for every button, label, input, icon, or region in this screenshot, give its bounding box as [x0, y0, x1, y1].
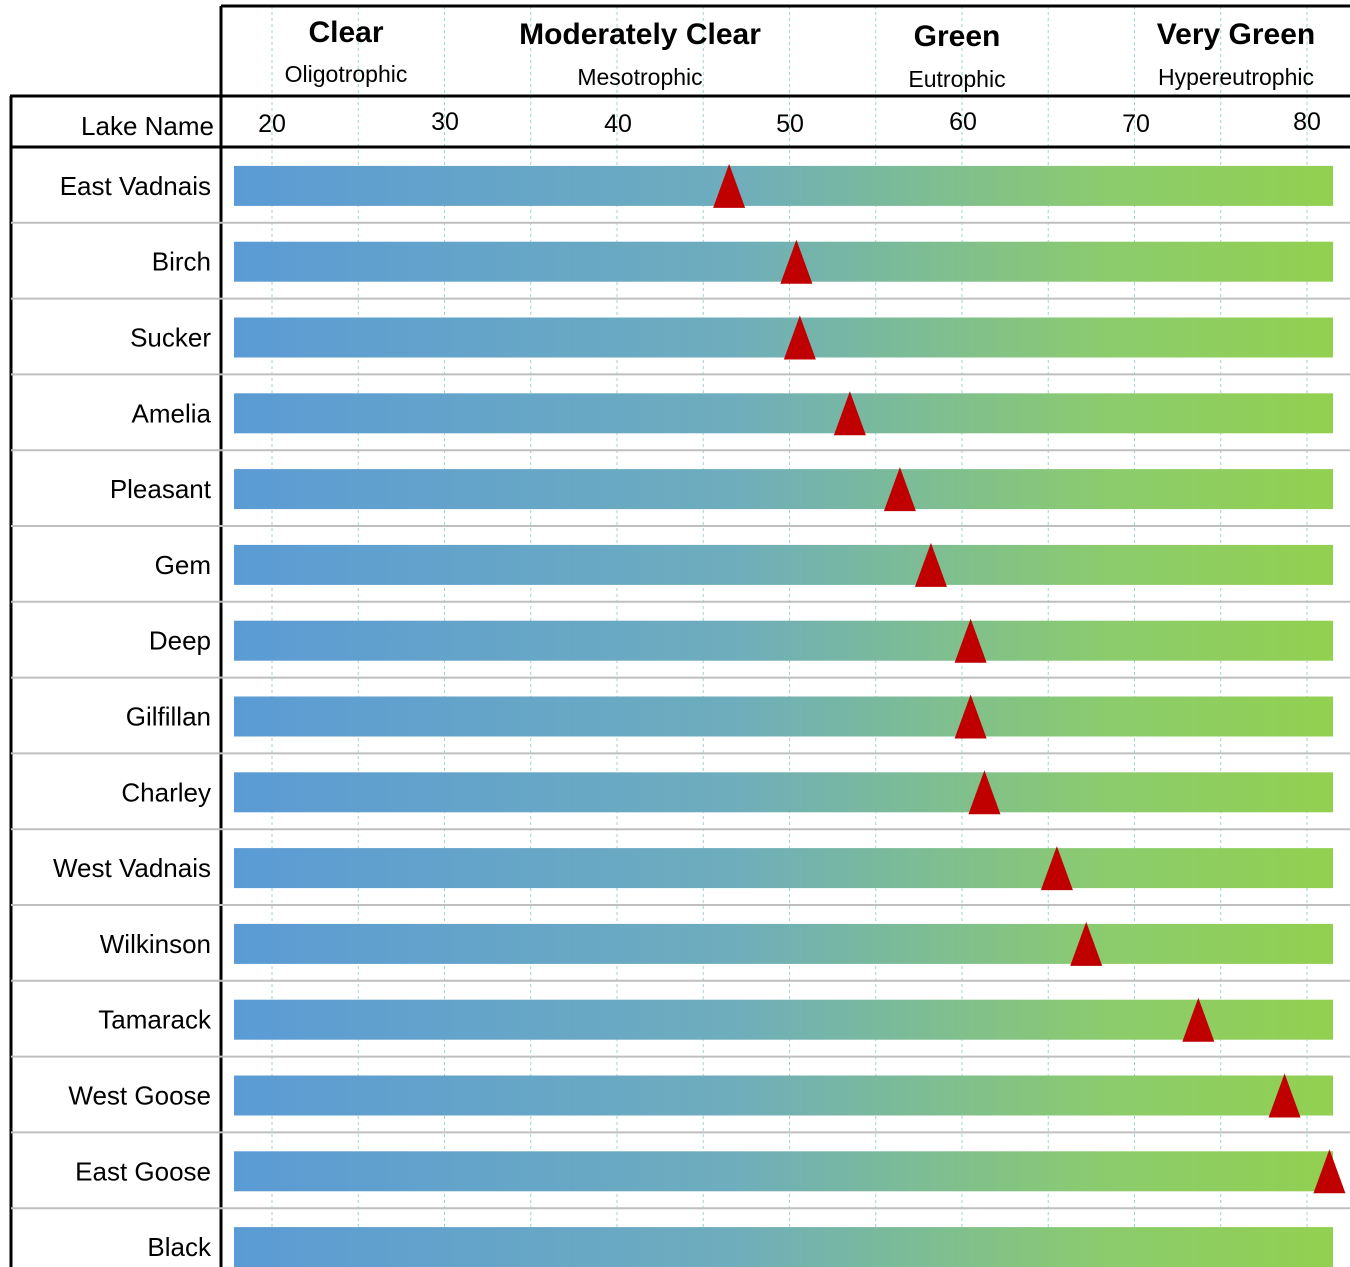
tick-70: 70 [1122, 110, 1150, 138]
lake-label: Amelia [132, 398, 212, 428]
tsi-marker [783, 315, 816, 360]
scale-bar [234, 165, 1333, 206]
category-clear: Clear [308, 16, 383, 49]
tick-80: 80 [1293, 108, 1321, 136]
lake-label: Charley [121, 777, 211, 807]
tsi-marker [780, 239, 813, 284]
category-green-sub: Eutrophic [908, 66, 1005, 92]
tick-60: 60 [949, 108, 977, 136]
lake-label: West Goose [68, 1081, 211, 1111]
tick-50: 50 [776, 110, 804, 138]
lake-label: Gilfillan [126, 702, 211, 732]
scale-bar [234, 999, 1333, 1040]
tsi-marker [954, 694, 987, 739]
scale-bar [234, 923, 1333, 964]
tick-40: 40 [604, 110, 632, 138]
scale-bar [234, 241, 1333, 282]
tsi-marker [1182, 997, 1215, 1042]
lake-label: Deep [149, 626, 211, 656]
scale-bar [234, 469, 1333, 510]
lake-name-header: Lake Name [81, 111, 214, 141]
category-moderately-clear: Moderately Clear [519, 18, 761, 51]
scale-bar [234, 317, 1333, 358]
scale-bar [234, 848, 1333, 889]
lake-label: Birch [152, 247, 211, 277]
lake-label: Black [147, 1232, 212, 1262]
lake-label: East Goose [75, 1156, 211, 1186]
lake-rows: East Vadnais Birch Sucker Amelia Pleasant Gem… [11, 163, 1350, 1267]
lake-label: Wilkinson [100, 929, 211, 959]
category-very-green: Very Green [1157, 18, 1315, 51]
tsi-marker [833, 391, 866, 436]
category-moderately-clear-sub: Mesotrophic [577, 64, 702, 90]
category-very-green-sub: Hypereutrophic [1158, 64, 1314, 90]
tsi-marker [713, 163, 746, 208]
tsi-marker [1040, 846, 1073, 891]
scale-bar [234, 772, 1333, 813]
scale-bar [234, 620, 1333, 661]
lake-label: Tamarack [98, 1005, 212, 1035]
category-clear-sub: Oligotrophic [285, 61, 408, 87]
lake-label: Sucker [130, 323, 211, 353]
tsi-marker [883, 467, 916, 512]
tsi-marker [914, 542, 947, 587]
tsi-marker [1268, 1073, 1301, 1118]
tsi-marker [1313, 1149, 1346, 1194]
lake-label: West Vadnais [53, 853, 211, 883]
lake-label: East Vadnais [60, 171, 211, 201]
scale-bar [234, 1227, 1333, 1267]
lake-label: Gem [155, 550, 211, 580]
tsi-marker [954, 618, 987, 663]
tick-20: 20 [258, 110, 286, 138]
tick-30: 30 [431, 108, 459, 136]
tsi-marker [1070, 921, 1103, 966]
lake-label: Pleasant [110, 474, 212, 504]
category-green: Green [914, 20, 1001, 53]
scale-bar [234, 393, 1333, 434]
tsi-marker [968, 770, 1001, 815]
scale-bar [234, 1075, 1333, 1116]
scale-bar [234, 544, 1333, 585]
scale-bar [234, 1151, 1333, 1192]
scale-bar [234, 696, 1333, 737]
